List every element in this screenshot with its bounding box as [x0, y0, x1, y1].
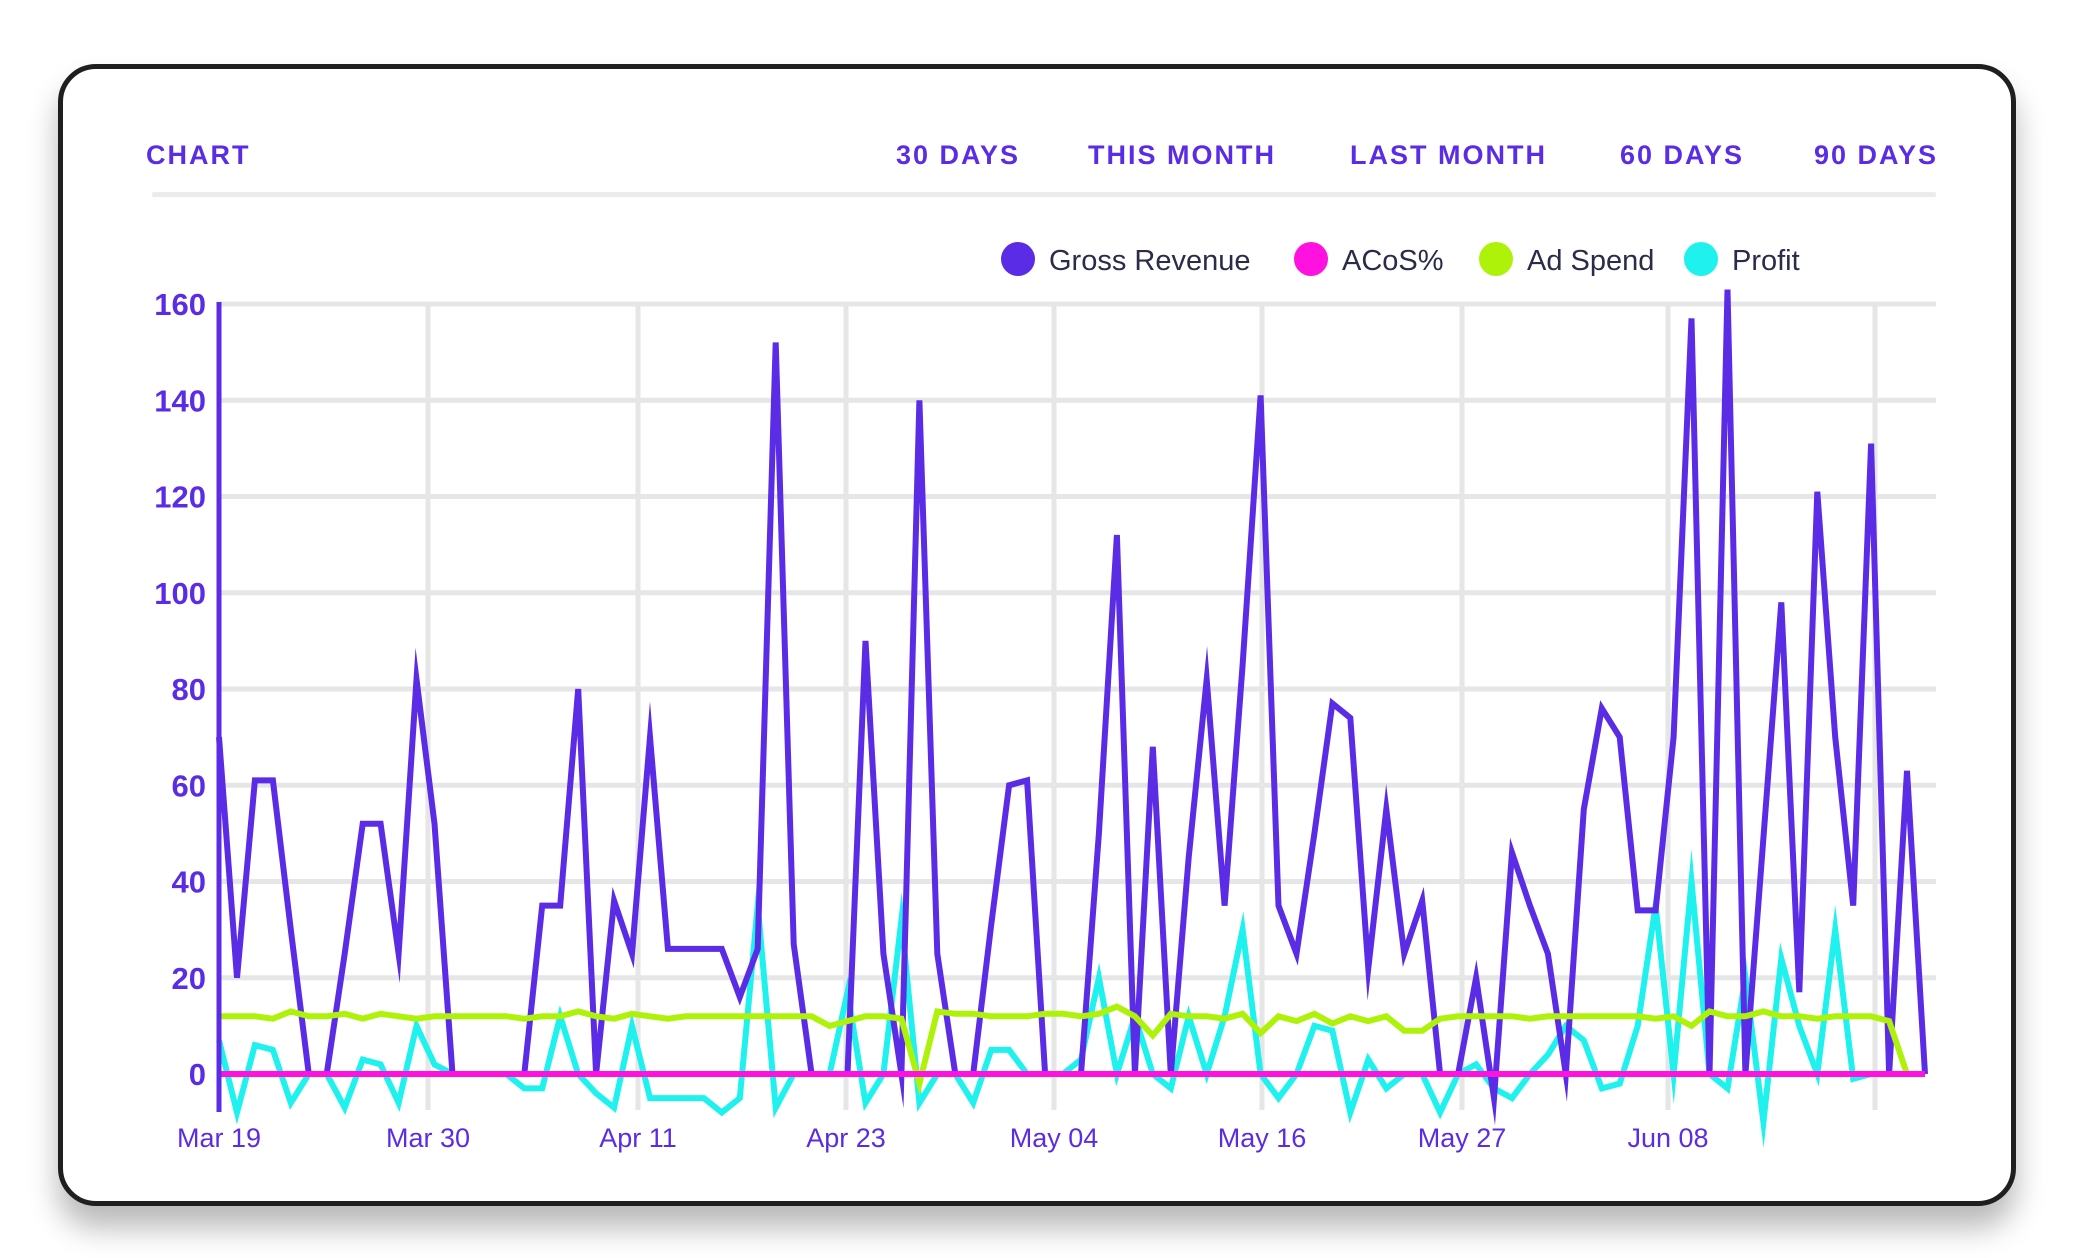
y-tick-label: 80	[172, 672, 206, 707]
y-tick-label: 40	[172, 865, 206, 900]
y-tick-label: 0	[189, 1057, 206, 1092]
y-tick-label: 100	[154, 576, 206, 611]
x-tick-label: Jun 08	[1627, 1123, 1708, 1153]
legend: Gross Revenue ACoS% Ad Spend Profit	[1001, 242, 1800, 277]
legend-marker-acos-	[1294, 242, 1328, 276]
tab-30-days[interactable]: 30 DAYS	[896, 140, 1021, 170]
x-tick-label: Mar 30	[386, 1123, 470, 1153]
x-tick-label: Mar 19	[177, 1123, 261, 1153]
axes: 0 20 40 60 80 100 120 140 160 Mar 19 Mar 30 Apr 11 A…	[154, 287, 1708, 1153]
tab-last-month[interactable]: LAST MONTH	[1350, 140, 1547, 170]
tab-this-month[interactable]: THIS MONTH	[1088, 140, 1276, 170]
legend-label-profit: Profit	[1732, 245, 1800, 277]
chart-header: CHART 30 DAYS THIS MONTH LAST MONTH 60 D…	[146, 140, 1939, 176]
legend-marker-ad-spend	[1479, 242, 1513, 276]
x-tick-label: Apr 23	[806, 1123, 886, 1153]
legend-marker-profit	[1684, 242, 1718, 276]
x-tick-label: Apr 11	[599, 1123, 677, 1153]
legend-label-gross-revenue: Gross Revenue	[1049, 245, 1251, 277]
series-line-ad-spend	[219, 1003, 1925, 1096]
x-tick-label: May 16	[1218, 1123, 1307, 1153]
x-tick-label: May 27	[1418, 1123, 1507, 1153]
grid	[219, 301, 1936, 1110]
y-tick-label: 20	[172, 961, 206, 996]
y-tick-label: 140	[154, 383, 206, 418]
y-tick-label: 160	[154, 287, 206, 322]
legend-marker-gross-revenue	[1001, 242, 1035, 276]
x-tick-label: May 04	[1010, 1123, 1099, 1153]
series-lines	[216, 289, 1928, 1148]
y-tick-label: 60	[172, 768, 206, 803]
legend-label-acos-: ACoS%	[1342, 245, 1444, 277]
legend-label-ad-spend: Ad Spend	[1527, 245, 1654, 277]
chart-title: CHART	[146, 140, 251, 170]
tab-90-days[interactable]: 90 DAYS	[1814, 140, 1939, 170]
y-tick-label: 120	[154, 480, 206, 515]
header-divider	[152, 192, 1936, 197]
tab-60-days[interactable]: 60 DAYS	[1620, 140, 1745, 170]
